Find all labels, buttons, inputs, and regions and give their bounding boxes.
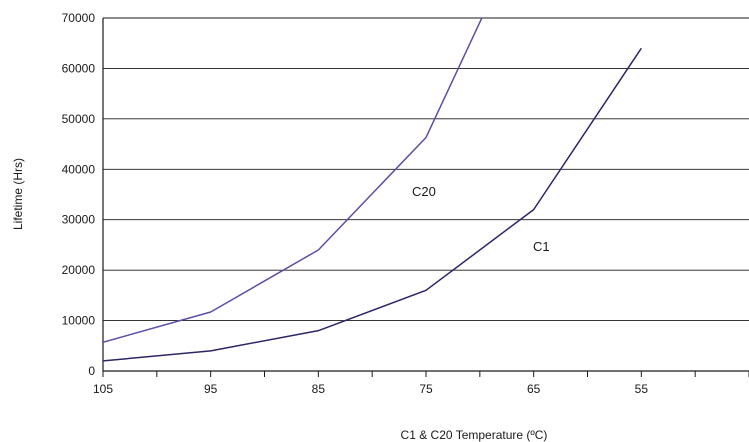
y-axis-title: Lifetime (Hrs) xyxy=(11,158,25,230)
x-axis-ticks xyxy=(102,371,749,377)
y-tick-label: 10000 xyxy=(62,314,96,328)
x-tick-label: 85 xyxy=(312,382,326,396)
x-tick-labels: 105 95 85 75 65 55 xyxy=(93,382,648,396)
y-tick-label: 50000 xyxy=(62,112,96,126)
y-tick-label: 20000 xyxy=(62,263,96,277)
x-tick-label: 55 xyxy=(635,382,649,396)
x-tick-label: 95 xyxy=(204,382,218,396)
y-tick-label: 0 xyxy=(88,364,95,378)
series-line-c20 xyxy=(103,18,483,343)
y-tick-labels: 0 10000 20000 30000 40000 50000 60000 70000 xyxy=(62,11,96,378)
axes xyxy=(102,18,749,372)
grid-lines xyxy=(103,17,749,322)
x-tick-label: 75 xyxy=(419,382,433,396)
x-axis-title: C1 & C20 Temperature (ºC) xyxy=(401,428,548,442)
series-label-c20: C20 xyxy=(412,184,436,199)
y-tick-label: 60000 xyxy=(62,61,96,75)
x-tick-label: 105 xyxy=(93,382,113,396)
y-tick-label: 30000 xyxy=(62,213,96,227)
x-tick-label: 65 xyxy=(527,382,541,396)
y-tick-label: 40000 xyxy=(62,162,96,176)
series-lines xyxy=(103,18,642,362)
y-tick-label: 70000 xyxy=(62,11,96,25)
series-line-c1 xyxy=(103,47,642,362)
series-label-c1: C1 xyxy=(533,239,550,254)
